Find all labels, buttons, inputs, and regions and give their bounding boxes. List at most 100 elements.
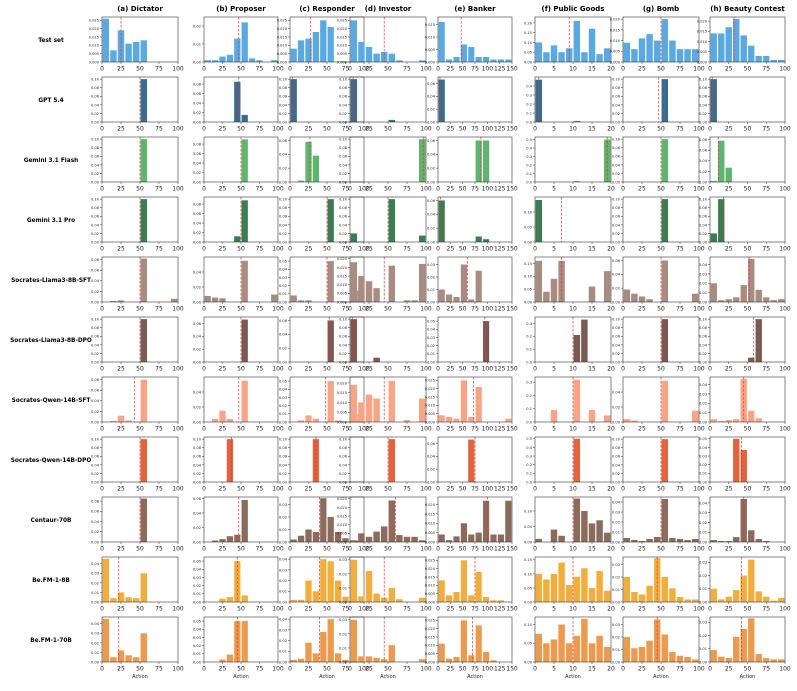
x-tick-label: 0: [288, 486, 292, 493]
x-tick-label: 0: [348, 426, 352, 433]
histogram-bar: [380, 659, 388, 662]
histogram-bar: [755, 591, 762, 602]
x-tick-label: 0: [100, 426, 104, 433]
x-tick-label: 0: [202, 546, 206, 553]
y-tick-label: 0.00: [193, 300, 202, 304]
histogram-bar: [438, 79, 445, 122]
x-tick-label: 20: [607, 666, 615, 673]
histogram-bar: [132, 42, 140, 62]
x-tick-label: 100: [272, 366, 284, 373]
x-tick-label: 100: [172, 606, 184, 613]
x-tick-label: 75: [256, 666, 264, 673]
histogram-bar: [388, 439, 396, 482]
y-tick-label: 0.08: [699, 206, 708, 210]
x-tick-label: 50: [237, 126, 245, 133]
y-tick-label: 0.00: [193, 480, 202, 484]
histogram-bar: [588, 523, 596, 542]
histogram-bar: [497, 600, 504, 602]
x-tick-label: 25: [447, 246, 455, 253]
histogram-bar: [740, 449, 747, 482]
x-tick-label: 100: [358, 426, 370, 433]
y-tick-label: 0.00: [193, 660, 202, 664]
panel: 0.00 0.02 0.04 0 25 50 75 100: [193, 256, 284, 313]
histogram-bar: [219, 659, 226, 662]
x-tick-label: 50: [136, 426, 144, 433]
x-tick-label: 75: [762, 486, 770, 493]
histogram-bar: [631, 49, 638, 62]
x-tick-label: 75: [403, 186, 411, 193]
x-tick-label: 50: [384, 606, 392, 613]
x-tick-label: 0: [708, 126, 712, 133]
x-tick-label: 25: [305, 366, 313, 373]
y-tick-label: 0.015: [89, 35, 99, 39]
y-tick-label: 0.02: [612, 232, 620, 236]
y-tick-label: 0.04: [279, 103, 288, 107]
histogram-bar: [320, 559, 327, 602]
y-tick-label: 0.02: [193, 285, 201, 289]
y-tick-label: 0.04: [612, 223, 621, 227]
x-tick-label: 50: [744, 426, 752, 433]
histogram-bar: [327, 199, 334, 242]
y-tick-label: 0.02: [193, 472, 201, 476]
histogram-bar: [733, 297, 740, 302]
histogram-bar: [669, 538, 676, 542]
x-tick-label: 0: [436, 126, 440, 133]
histogram-bar: [305, 580, 312, 602]
x-tick-label: 25: [638, 426, 646, 433]
x-tick-label: 10: [569, 246, 577, 253]
histogram-bar: [588, 643, 596, 662]
histogram-bar: [358, 596, 365, 603]
y-tick-label: 0.01: [279, 412, 287, 416]
x-tick-label: 100: [420, 366, 432, 373]
x-tick-label: 0: [621, 606, 625, 613]
x-tick-label: 0: [288, 546, 292, 553]
y-tick-label: 0.00: [524, 240, 533, 244]
x-tick-label: 5: [552, 306, 556, 313]
y-tick-label: 0.04: [427, 328, 436, 332]
panel: 0.00 0.01 0.02 0.03 0.04 0.05 0 25 50 75 100: [193, 556, 284, 613]
y-tick-label: 0.00: [193, 180, 202, 184]
histogram-bar: [631, 420, 638, 422]
x-tick-label: 0: [621, 306, 625, 313]
x-tick-label: 75: [342, 366, 350, 373]
panel: 0.0 0.1 0.2 0.3 0.4 0.5 0 5 10 15 20: [526, 436, 615, 493]
x-tick-label: 25: [219, 186, 227, 193]
x-tick-label: 25: [725, 666, 733, 673]
x-tick-label: 75: [342, 606, 350, 613]
histogram-bar: [125, 43, 132, 62]
histogram-bar: [588, 286, 596, 302]
histogram-bar: [438, 580, 445, 602]
y-tick-label: 0.05: [524, 225, 532, 229]
histogram-bar: [327, 517, 334, 542]
histogram-bar: [535, 260, 543, 302]
x-tick-label: 50: [657, 366, 665, 373]
histogram-bar: [778, 598, 785, 602]
x-tick-label: 75: [471, 366, 479, 373]
x-tick-label: 25: [638, 366, 646, 373]
x-tick-label: 5: [552, 186, 556, 193]
panel-frame: [203, 436, 279, 483]
y-tick-label: 0.04: [91, 622, 100, 626]
y-tick-label: 0.00: [612, 120, 621, 124]
histogram-bar: [770, 600, 777, 602]
x-tick-label: 25: [219, 606, 227, 613]
x-tick-label: 25: [365, 186, 373, 193]
histogram-bar: [588, 28, 596, 63]
panel: 0.00 0.02 0.04 0.06 0.08 0.10 0 25 50 75 100: [91, 136, 184, 193]
y-tick-label: 0.02: [193, 24, 201, 28]
x-tick-label: 75: [342, 306, 350, 313]
y-tick-label: 0.10: [612, 198, 621, 202]
x-tick-label: 0: [288, 666, 292, 673]
x-tick-label: 25: [725, 606, 733, 613]
y-tick-label: 0.00: [279, 660, 288, 664]
histogram-bar: [483, 597, 490, 602]
x-tick-label: 25: [365, 306, 373, 313]
x-axis-label: Action: [319, 674, 335, 680]
y-tick-label: 0.05: [427, 319, 435, 323]
x-tick-label: 100: [482, 546, 494, 553]
x-tick-label: 25: [725, 66, 733, 73]
y-tick-label: 0.3: [526, 454, 532, 458]
panel-frame: [203, 496, 279, 543]
histogram-bar: [453, 657, 460, 662]
y-tick-label: 0.0: [526, 120, 532, 124]
